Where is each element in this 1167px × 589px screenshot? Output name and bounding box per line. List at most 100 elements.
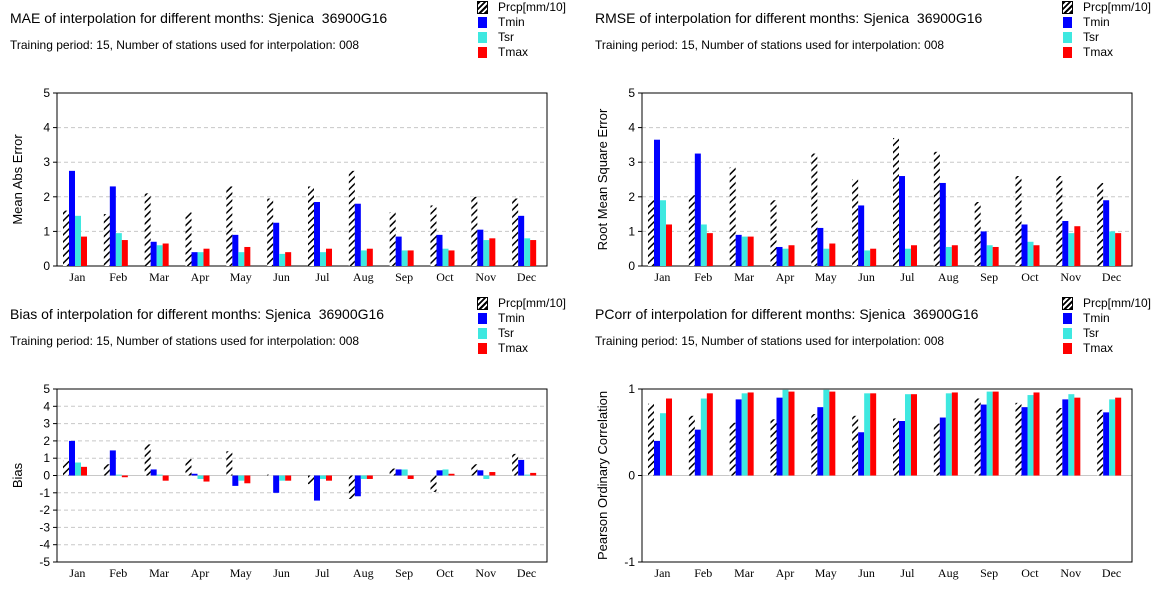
x-tick-label: May — [230, 270, 252, 284]
bias-chart: -5 -4 -3 -2 -1 0 1 2 3 4 5 Bias Jan Feb Mar Apr May Jun Ju… — [10, 382, 548, 580]
x-tick-label: Jun — [273, 270, 290, 284]
bar-tmax — [706, 393, 713, 476]
y-tick-label: 0 — [43, 259, 50, 273]
x-tick-label: Feb — [694, 270, 712, 284]
bar-prcp — [389, 212, 396, 266]
y-tick-label: 0 — [43, 469, 50, 483]
bar-tmin — [191, 252, 198, 266]
bar-tmin — [817, 227, 824, 266]
bar-tsr — [823, 248, 830, 266]
bar-tsr — [75, 462, 81, 476]
bar-tmin — [980, 231, 987, 266]
x-tick-label: Aug — [353, 566, 374, 580]
y-tick-label: 4 — [43, 121, 50, 135]
x-tick-label: Jul — [900, 566, 915, 580]
bar-tsr — [279, 253, 286, 266]
prcp-swatch — [477, 297, 488, 310]
x-tick-label: Jul — [315, 566, 330, 580]
bar-tsr — [945, 246, 952, 266]
y-tick-label: 1 — [628, 382, 635, 396]
bar-prcp — [933, 423, 940, 476]
bar-tmax — [530, 472, 537, 476]
pcorr-panel: PCorr of interpolation for different mon… — [585, 296, 1160, 586]
y-axis-label: Pearson Ordinary Correlation — [595, 391, 610, 560]
bar-prcp — [512, 453, 519, 476]
chart-title: PCorr of interpolation for different mon… — [595, 306, 979, 322]
x-tick-label: Jan — [69, 270, 85, 284]
bar-tmin — [273, 222, 280, 266]
y-tick-label: 5 — [43, 382, 50, 396]
bar-tmin — [395, 469, 402, 476]
bar-prcp — [430, 205, 437, 266]
bar-tsr — [782, 389, 789, 476]
bar-tsr — [238, 252, 245, 266]
x-tick-label: Apr — [776, 270, 795, 284]
bar-tsr — [442, 248, 449, 266]
bar-tsr — [945, 393, 952, 476]
bar-prcp — [811, 153, 818, 266]
y-tick-label: -3 — [39, 520, 50, 534]
bar-prcp — [688, 415, 695, 476]
y-tick-label: 0 — [628, 259, 635, 273]
bar-prcp — [974, 201, 981, 266]
bar-tmax — [870, 393, 877, 476]
bar-tsr — [197, 252, 204, 266]
tsr-swatch — [1063, 32, 1072, 43]
bar-tmax — [951, 392, 958, 476]
x-tick-label: Mar — [734, 270, 754, 284]
bar-tmin — [69, 170, 75, 266]
y-tick-label: 4 — [43, 399, 50, 413]
bar-tsr — [524, 238, 531, 266]
bar-tsr — [75, 215, 81, 266]
bar-prcp — [226, 186, 233, 266]
legend-label: Prcp[mm/10] — [498, 296, 567, 310]
x-tick-label: Jan — [654, 270, 670, 284]
bar-tmin — [518, 215, 525, 266]
bar-tmin — [776, 397, 783, 476]
bar-tmin — [735, 234, 742, 266]
bar-tsr — [700, 398, 707, 476]
y-axis-label: Bias — [10, 462, 25, 488]
bar-prcp — [811, 414, 818, 476]
bar-tmin — [314, 201, 320, 266]
bar-tmax — [448, 473, 455, 476]
bar-prcp — [974, 398, 981, 476]
bar-tmax — [1115, 397, 1122, 476]
bar-tmax — [407, 250, 414, 266]
x-tick-label: Jan — [69, 566, 85, 580]
plot-frame — [56, 92, 548, 267]
legend-label: Tmin — [1083, 311, 1110, 325]
bar-tmax — [81, 466, 87, 476]
x-tick-label: Oct — [436, 270, 454, 284]
rmse-chart: 0 1 2 3 4 5 Root Mean Square Error Jan Feb Mar Apr… — [595, 86, 1133, 284]
bar-prcp — [512, 198, 519, 266]
bar-prcp — [308, 475, 314, 485]
legend-item-tmin: Tmin — [478, 311, 588, 326]
bar-tmax — [829, 391, 836, 476]
bar-tsr — [986, 245, 993, 266]
chart-title: RMSE of interpolation for different mont… — [595, 10, 983, 26]
bar-prcp — [144, 444, 151, 476]
bar-tmin — [817, 407, 824, 476]
bar-tmin — [518, 459, 525, 476]
bar-prcp — [308, 186, 314, 266]
legend: Prcp[mm/10] Tmin Tsr Tmax — [1062, 0, 1167, 60]
rmse-panel: RMSE of interpolation for different mont… — [585, 0, 1160, 290]
bar-tmax — [121, 475, 128, 478]
bar-tmax — [203, 248, 210, 266]
bar-tsr — [823, 389, 830, 476]
tsr-swatch — [1063, 328, 1072, 339]
bar-tmin — [858, 432, 865, 476]
bar-tmax — [162, 475, 169, 481]
legend-item-prcp: Prcp[mm/10] — [1062, 296, 1167, 311]
x-tick-label: Nov — [1060, 270, 1081, 284]
bar-prcp — [1097, 182, 1104, 266]
bar-tmax — [489, 238, 496, 266]
bar-tmin — [477, 470, 484, 476]
bar-prcp — [648, 200, 654, 266]
x-tick-label: Dec — [517, 270, 536, 284]
bar-tsr — [1109, 231, 1116, 266]
bar-tmax — [706, 233, 713, 266]
legend-item-tmax: Tmax — [478, 45, 588, 60]
bar-tmin — [899, 421, 905, 476]
